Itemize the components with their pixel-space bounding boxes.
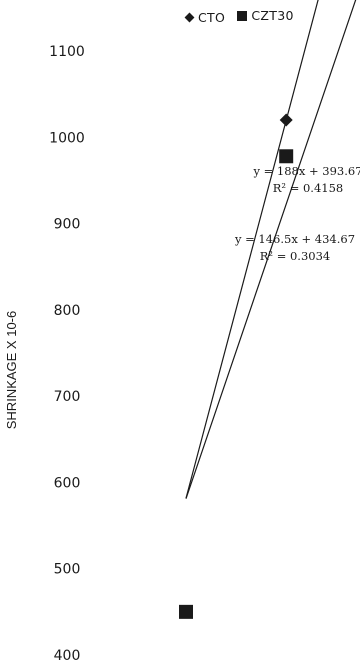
data-point-cto: [279, 113, 293, 127]
trendline-equation-cto: y = 188x + 393.67: [253, 164, 360, 178]
y-tick-label: 900: [54, 217, 81, 233]
y-axis-label: SHRINKAGE X 10-6: [4, 310, 19, 430]
trendline-czt30: [185, 0, 357, 499]
y-tick-label: 700: [54, 389, 81, 405]
trendline-equation-czt30: y = 146.5x + 434.67: [234, 232, 356, 246]
trendline-label-czt30: y = 146.5x + 434.67 R² = 0.3034: [220, 231, 360, 265]
y-tick-label: 500: [54, 562, 81, 578]
trendline-r2-cto: R² = 0.4158: [272, 181, 344, 195]
square-marker-icon: [237, 10, 248, 21]
trendline-label-cto: y = 188x + 393.67 R² = 0.4158: [238, 163, 360, 197]
data-point-czt30: [179, 604, 193, 619]
y-tick-label: 600: [54, 475, 81, 491]
trendline-r2-czt30: R² = 0.3034: [259, 249, 331, 263]
legend-label-czt30: CZT30: [251, 8, 294, 23]
data-points: [179, 113, 294, 619]
diamond-marker-icon: [184, 12, 195, 22]
y-tick-label: 1100: [49, 44, 85, 60]
y-tick-label: 800: [54, 303, 81, 319]
y-tick-label: 1000: [49, 130, 85, 146]
y-tick-label: 400: [54, 648, 81, 664]
legend-item-czt30: CZT30: [237, 8, 293, 23]
trendline-cto: [185, 0, 319, 499]
y-tick-labels: 400 500 600 700 800 900 1000 1100: [49, 44, 85, 664]
trendlines: [185, 0, 357, 499]
legend-item-cto: CTO: [184, 9, 226, 25]
legend: CTO CZT30: [184, 8, 302, 25]
data-point-czt30: [279, 149, 294, 164]
legend-label-cto: CTO: [198, 9, 226, 25]
